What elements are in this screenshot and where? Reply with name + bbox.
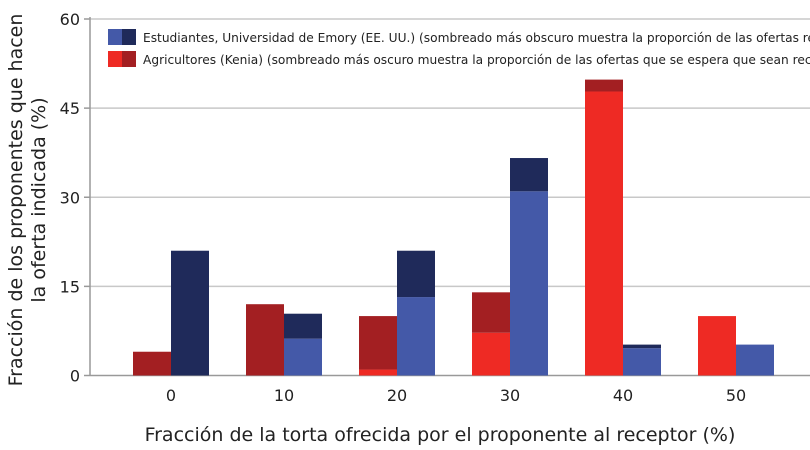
- x-tick-label: 10: [274, 386, 294, 405]
- bar-emory-rejected: [171, 250, 209, 376]
- bar-kenya-rejected: [585, 79, 623, 92]
- bar-emory-accepted: [510, 191, 548, 376]
- legend-swatch-dark: [122, 29, 136, 45]
- x-tick-label: 30: [500, 386, 520, 405]
- legend-swatch-light: [108, 29, 122, 45]
- y-tick-label: 30: [60, 188, 80, 207]
- legend-label: Estudiantes, Universidad de Emory (EE. U…: [143, 31, 810, 45]
- legend-swatch-light: [108, 51, 122, 67]
- legend-swatch-dark: [122, 51, 136, 67]
- bar-emory-accepted: [623, 348, 661, 376]
- y-axis-label-line: Fracción de los proponentes que hacen: [5, 14, 27, 387]
- legend-label: Agricultores (Kenia) (sombreado más oscu…: [143, 53, 810, 67]
- x-tick-label: 50: [726, 386, 746, 405]
- bar-emory-rejected: [397, 250, 435, 298]
- y-tick-label: 45: [60, 99, 80, 118]
- bar-emory-accepted: [284, 338, 322, 376]
- bar-emory-accepted: [397, 297, 435, 376]
- x-tick-label: 20: [387, 386, 407, 405]
- bar-kenya-rejected: [472, 292, 510, 333]
- y-axis-label: Fracción de los proponentes que hacenla …: [5, 14, 50, 387]
- y-axis-label-line: la oferta indicada (%): [28, 97, 50, 302]
- bar-kenya-rejected: [359, 316, 397, 370]
- bar-kenya-accepted: [698, 316, 736, 376]
- bar-kenya-accepted: [585, 91, 623, 376]
- bar-emory-rejected: [510, 158, 548, 192]
- bar-emory-rejected: [623, 344, 661, 349]
- y-tick-label: 15: [60, 277, 80, 296]
- y-tick-label: 60: [60, 10, 80, 29]
- bar-kenya-rejected: [133, 351, 171, 376]
- bar-kenya-accepted: [472, 332, 510, 376]
- x-axis-label: Fracción de la torta ofrecida por el pro…: [145, 424, 736, 446]
- y-tick-label: 0: [70, 367, 80, 386]
- bar-kenya-accepted: [359, 369, 397, 376]
- x-tick-label: 40: [613, 386, 633, 405]
- x-tick-label: 0: [166, 386, 176, 405]
- bar-kenya-rejected: [246, 304, 284, 376]
- bar-emory-rejected: [284, 313, 322, 339]
- bar-emory-accepted: [736, 344, 774, 376]
